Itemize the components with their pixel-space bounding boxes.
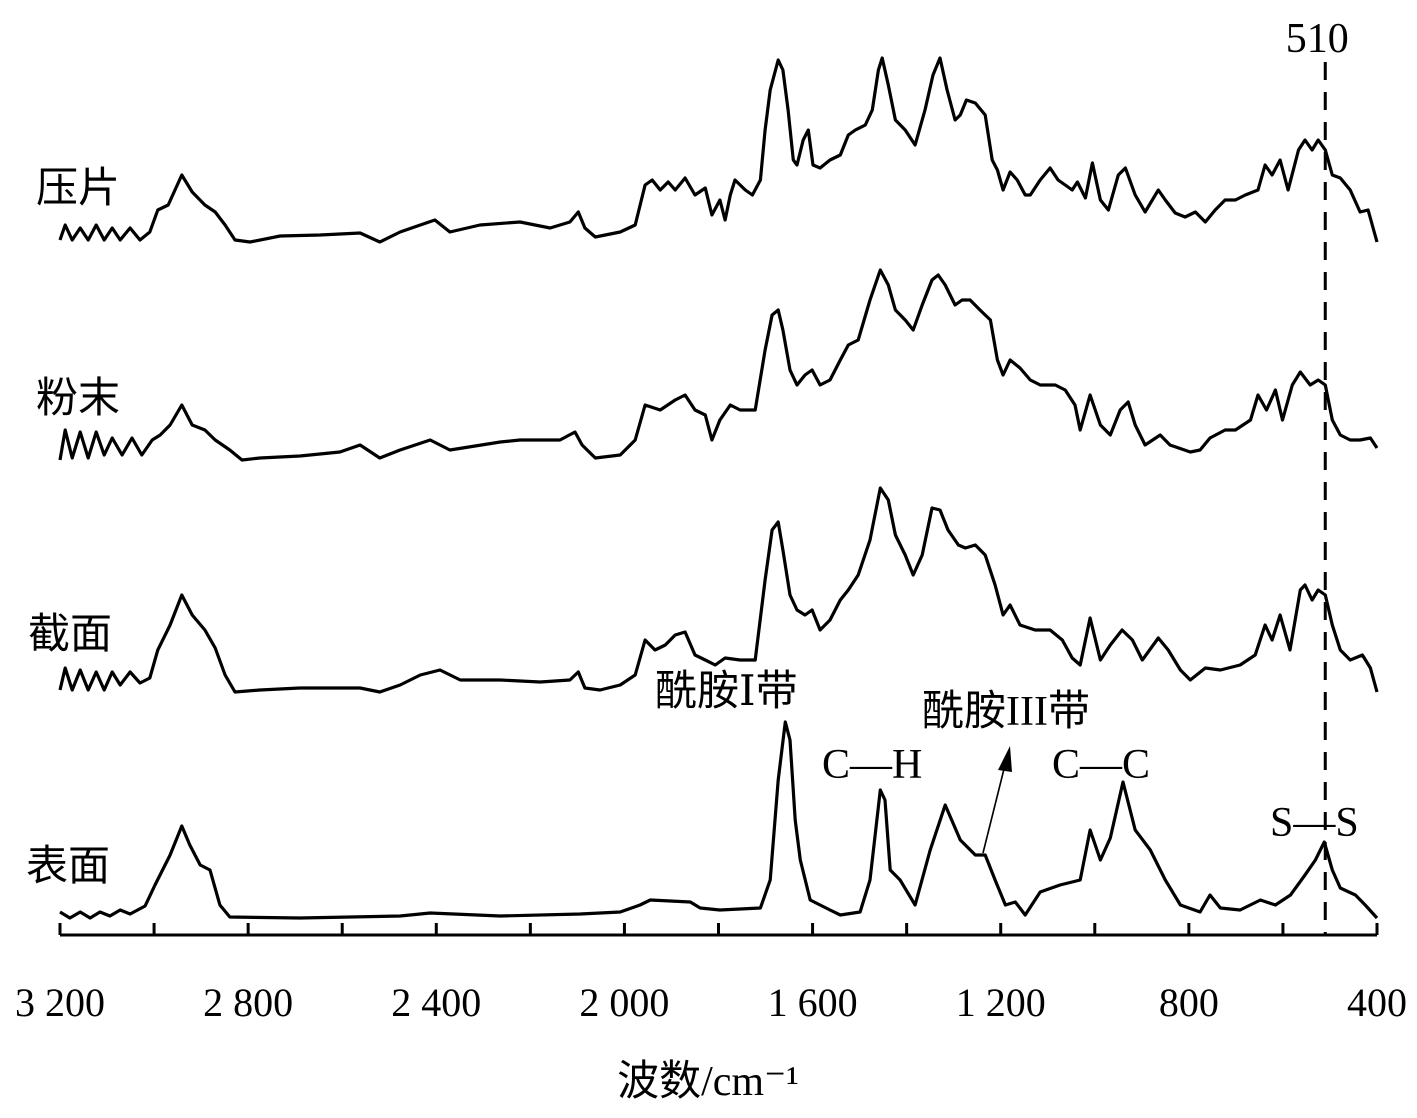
trace-powder (58, 268, 1379, 462)
annotation-amide-i: 酰胺Ⅰ带 (655, 669, 798, 715)
trace-pressed (58, 56, 1379, 244)
annotation-c-h: C—H (822, 742, 922, 788)
series-label-powder: 粉末 (36, 376, 120, 422)
reference-line-label: 510 (1286, 16, 1349, 62)
series-label-cross-section: 截面 (28, 612, 112, 658)
series-label-surface: 表面 (26, 844, 110, 890)
annotation-arrow (982, 746, 1012, 854)
x-tick-label: 3 200 (15, 980, 105, 1025)
trace-cross-section (58, 486, 1379, 694)
x-axis-title: 波数/cm⁻¹ (617, 1059, 799, 1105)
annotation-c-c: C—C (1052, 742, 1150, 788)
x-tick-label: 800 (1159, 980, 1219, 1025)
series-label-pressed: 压片 (36, 166, 120, 212)
x-tick-label: 2 800 (203, 980, 293, 1025)
x-tick-label: 1 600 (768, 980, 858, 1025)
x-tick-label: 2 000 (579, 980, 669, 1025)
spectra-traces (58, 56, 1379, 920)
x-tick-label: 1 200 (956, 980, 1046, 1025)
x-tick-label: 400 (1347, 980, 1407, 1025)
annotation-s-s: S—S (1270, 800, 1359, 846)
annotation-amide-iii: 酰胺III带 (922, 689, 1090, 735)
x-axis: 3 200 2 800 2 400 2 000 1 600 1 200 800 400 (15, 923, 1407, 1025)
x-tick-label: 2 400 (391, 980, 481, 1025)
trace-surface (59, 720, 1379, 920)
